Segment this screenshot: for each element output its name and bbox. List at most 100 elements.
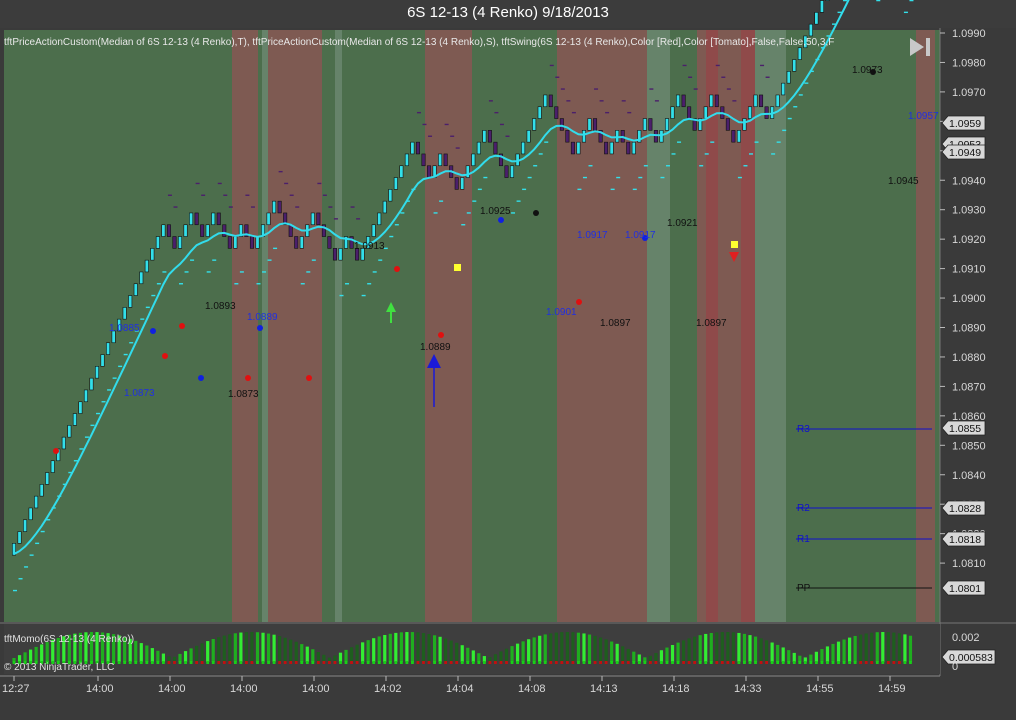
momo-bar [665, 647, 669, 662]
momo-bar [510, 646, 514, 662]
momo-dot [145, 661, 149, 664]
momo-dot [743, 661, 746, 664]
swing-label: 1.0897 [600, 318, 631, 329]
momo-bar [333, 655, 337, 662]
swing-label: 1.0893 [205, 301, 236, 312]
renko-bar [67, 425, 72, 438]
renko-bar [415, 141, 420, 155]
momo-dot [167, 661, 171, 664]
momo-bar [521, 641, 525, 662]
momo-bar [621, 646, 625, 662]
svg-text:1.0801: 1.0801 [949, 583, 981, 595]
renko-bar [106, 342, 111, 355]
momo-dot [798, 661, 802, 664]
play-icon[interactable] [910, 38, 930, 56]
momo-dot [787, 661, 791, 664]
momo-dot [781, 661, 785, 664]
pivot-label: R2 [797, 503, 810, 514]
momo-dot [300, 661, 304, 664]
swing-dot [870, 69, 876, 75]
momo-bar [405, 632, 409, 662]
momo-dot [311, 661, 315, 664]
momo-dot [29, 661, 33, 664]
momo-bar [300, 644, 304, 662]
buy-arrow-icon [386, 302, 396, 312]
momo-bar [587, 634, 592, 662]
momo-bar [89, 632, 94, 662]
momo-bar [571, 632, 575, 662]
momo-dot [217, 661, 221, 664]
renko-bar [28, 507, 33, 521]
renko-bar [45, 472, 50, 485]
renko-bar [604, 141, 609, 155]
momo-dot [477, 661, 481, 664]
renko-bar [725, 118, 730, 131]
momo-dot [715, 661, 719, 664]
momo-bar [787, 650, 791, 662]
renko-bar [189, 212, 194, 226]
momo-dot [73, 661, 77, 664]
momo-bar [183, 651, 188, 662]
renko-bar [482, 130, 487, 143]
momo-bar [444, 638, 448, 662]
momo-bar [532, 637, 536, 662]
momo-dot [90, 661, 93, 664]
momo-bar [859, 634, 863, 662]
momo-dot [615, 661, 619, 664]
momo-bar [864, 633, 868, 662]
momo-dot [399, 661, 403, 664]
momo-dot [593, 661, 597, 664]
renko-bar [183, 224, 188, 237]
momo-dot [870, 661, 874, 664]
momo-dot [792, 661, 796, 664]
momo-dot [720, 661, 724, 664]
renko-bar [388, 189, 393, 202]
momo-dot [12, 661, 16, 664]
momo-bar [117, 635, 121, 662]
momo-dot [543, 661, 547, 664]
momo-dot [604, 661, 608, 664]
momo-bar [737, 632, 741, 662]
renko-bar [747, 106, 752, 119]
renko-bar [498, 153, 503, 167]
momo-bar [648, 655, 652, 662]
renko-bar [393, 177, 398, 190]
momo-bar [45, 642, 49, 662]
momo-bar [543, 634, 547, 662]
indicator-label: tftPriceActionCustom(Median of 6S 12-13 … [4, 37, 834, 48]
momo-dot [40, 661, 44, 664]
x-tick-label: 14:00 [302, 683, 330, 695]
momo-bar [764, 640, 769, 662]
swing-dot [150, 328, 156, 334]
renko-bar [150, 248, 155, 261]
price-tag: 1.0818 [941, 531, 986, 547]
momo-bar [421, 633, 426, 662]
momo-bar [560, 632, 564, 662]
momo-bar [748, 635, 752, 662]
momo-dot [510, 661, 514, 664]
momo-dot [709, 661, 713, 664]
renko-bar [338, 248, 343, 261]
momo-dot [123, 661, 127, 664]
swing-markers [53, 69, 876, 454]
momo-dot [754, 661, 757, 664]
renko-bar [454, 177, 459, 190]
momo-bar [842, 639, 846, 662]
momo-bar [189, 648, 193, 662]
momo-bar [493, 654, 498, 662]
momo-bar [322, 654, 326, 662]
pivot-label: R3 [797, 424, 810, 435]
renko-bar [576, 141, 581, 155]
momo-dot [294, 661, 298, 664]
momo-dot [610, 661, 614, 664]
renko-bar [139, 271, 144, 285]
momo-dot [565, 661, 569, 664]
momo-dot [184, 661, 187, 664]
y-tick-label: 1.0940 [952, 175, 986, 187]
momo-bar [460, 645, 464, 662]
renko-bar [117, 318, 122, 332]
swing-label: 1.0973 [852, 65, 883, 76]
momo-dot [211, 661, 215, 664]
renko-bar [792, 59, 797, 72]
